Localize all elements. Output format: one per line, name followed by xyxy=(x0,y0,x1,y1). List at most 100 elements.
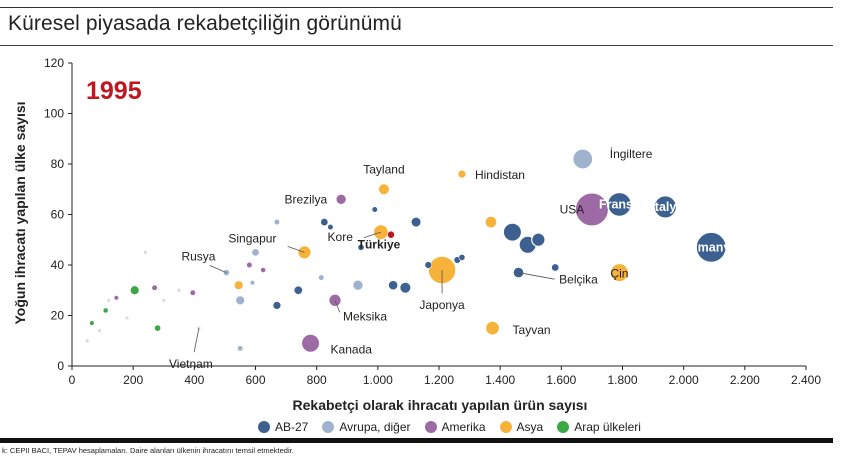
legend-swatch xyxy=(499,421,512,433)
label-leader-line xyxy=(334,300,341,313)
point-label: Rusya xyxy=(181,250,215,264)
point-label: Vietnam xyxy=(169,357,213,371)
legend-label: AB-27 xyxy=(275,420,309,434)
point-label: Tayland xyxy=(363,162,404,176)
data-point xyxy=(233,280,244,290)
y-tick-label: 0 xyxy=(57,359,64,373)
point-label: Singapur xyxy=(228,231,276,245)
legend-item: Arap ülkeleri xyxy=(557,420,641,434)
data-point xyxy=(695,231,727,263)
data-point xyxy=(484,320,501,336)
data-point xyxy=(189,289,196,296)
point-label: Tayvan xyxy=(513,323,551,337)
data-point xyxy=(410,216,422,228)
data-point xyxy=(249,279,256,286)
scatter-chart: 0 200 400 600 800 1.000 1.200 1.400 1.600 1.800 2.… xyxy=(12,56,821,413)
data-point xyxy=(143,250,148,255)
label-leader-line xyxy=(363,231,382,238)
y-tick-label: 120 xyxy=(44,56,64,70)
top-rule xyxy=(0,7,833,8)
data-point xyxy=(260,267,267,273)
data-point xyxy=(357,243,365,251)
y-tick-label: 60 xyxy=(51,208,65,222)
point-label: Almanya xyxy=(685,240,738,254)
x-tick-label: 800 xyxy=(307,373,327,387)
point-label: Brezilya xyxy=(284,192,327,206)
data-point xyxy=(327,224,334,231)
x-tick-label: 2.200 xyxy=(730,373,760,387)
data-point xyxy=(102,307,109,314)
x-tick-label: 1.000 xyxy=(363,373,393,387)
data-point xyxy=(293,285,303,295)
title-divider xyxy=(0,45,833,46)
data-point xyxy=(300,333,321,353)
data-point xyxy=(387,230,395,239)
legend-label: Arap ülkeleri xyxy=(574,420,641,434)
data-point xyxy=(606,191,632,217)
legend-swatch xyxy=(424,421,437,433)
data-point xyxy=(130,285,140,295)
point-label: Fransa xyxy=(599,197,641,211)
x-axis-label: Rekabetçi olarak ihracatı yapılan ürün s… xyxy=(293,397,588,413)
data-point xyxy=(318,274,325,281)
data-point xyxy=(273,218,280,226)
data-point xyxy=(371,206,378,213)
point-label: Türkiye xyxy=(358,238,401,252)
legend-swatch xyxy=(258,421,270,433)
data-point xyxy=(106,298,111,303)
data-point xyxy=(320,218,329,227)
legend-item: AB-27 xyxy=(258,420,308,434)
data-point xyxy=(246,261,253,269)
label-leader-line xyxy=(193,328,200,353)
x-tick-label: 1.800 xyxy=(607,373,637,387)
data-point xyxy=(653,195,678,219)
data-point xyxy=(551,263,560,272)
point-label: Çin xyxy=(610,267,628,281)
x-tick-label: 400 xyxy=(184,373,204,387)
point-label: Meksika xyxy=(343,309,387,323)
legend-label: Asya xyxy=(516,420,544,434)
label-leader-line xyxy=(287,245,305,253)
data-point xyxy=(399,282,411,294)
legend-item: Asya xyxy=(499,420,544,434)
bottom-rule xyxy=(0,438,833,443)
legend-swatch xyxy=(557,421,570,433)
data-point xyxy=(485,216,497,229)
data-point xyxy=(113,295,120,301)
x-tick-label: 1.600 xyxy=(546,373,576,387)
point-label: Hindistan xyxy=(475,168,525,182)
axes-layer: 0 200 400 600 800 1.000 1.200 1.400 1.600 1.800 2.… xyxy=(44,56,821,387)
data-point xyxy=(89,320,95,326)
x-tick-label: 1.200 xyxy=(424,373,454,387)
point-label: Kore xyxy=(328,230,354,244)
data-point xyxy=(235,295,245,306)
data-point xyxy=(85,338,90,343)
data-point xyxy=(151,284,158,291)
data-point xyxy=(124,315,130,321)
legend-label: Amerika xyxy=(441,420,486,434)
legend: AB-27 Avrupa, diğer Amerika Asya Arap ülkele… xyxy=(258,419,641,435)
y-axis-ticks: 0 20 40 60 80 100 120 xyxy=(44,56,72,373)
y-tick-label: 20 xyxy=(51,309,65,323)
x-axis-ticks: 0 200 400 600 800 1.000 1.200 1.400 1.600 1.800 2.… xyxy=(69,366,821,387)
data-point xyxy=(237,345,244,352)
data-point xyxy=(424,261,433,269)
data-point xyxy=(531,232,546,248)
data-point xyxy=(457,169,467,179)
x-tick-label: 1.400 xyxy=(485,373,515,387)
data-point xyxy=(378,183,390,195)
point-label: İtalya xyxy=(651,199,684,214)
legend-label: Avrupa, diğer xyxy=(339,420,411,434)
x-tick-label: 200 xyxy=(123,373,143,387)
legend-item: Amerika xyxy=(424,420,486,434)
data-point xyxy=(154,324,162,332)
point-label: USA xyxy=(560,202,585,216)
data-point xyxy=(97,328,102,333)
x-tick-label: 2.400 xyxy=(791,373,821,387)
y-tick-label: 100 xyxy=(44,107,64,121)
data-point xyxy=(388,280,399,291)
y-tick-label: 40 xyxy=(51,258,65,272)
point-label: Belçika xyxy=(559,273,598,287)
label-leader-line xyxy=(209,265,227,273)
chart-title: Küresel piyasada rekabetçiliğin görünümü xyxy=(8,12,402,35)
